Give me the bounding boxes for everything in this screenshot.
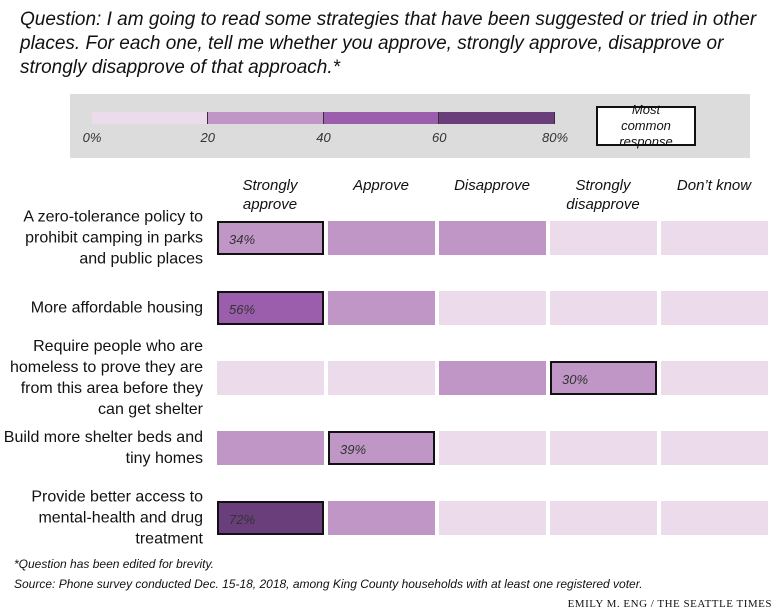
legend-swatch — [207, 112, 324, 124]
legend-tick-label: 60 — [432, 130, 447, 145]
row-label: Provide better access to mental-health a… — [31, 488, 203, 548]
heat-cell: 30% — [550, 361, 657, 395]
cell-label: 56% — [229, 302, 256, 317]
legend-tick-label: 40 — [316, 130, 331, 145]
heat-cell — [550, 431, 657, 465]
heat-cell — [661, 431, 768, 465]
chart-title: Question: I am going to read some strate… — [20, 9, 757, 78]
legend-highlight: Most common response — [596, 102, 696, 149]
heat-cell — [550, 221, 657, 255]
heat-cell — [217, 361, 324, 395]
column-header: Strongly approve — [242, 177, 298, 213]
heat-cell: 34% — [217, 221, 324, 255]
legend-swatch — [439, 112, 555, 124]
heat-cell — [661, 291, 768, 325]
heat-cell: 56% — [217, 291, 324, 325]
cell-label: 30% — [562, 372, 589, 387]
heat-cell — [661, 501, 768, 535]
cell-label: 34% — [229, 232, 256, 247]
row-label: A zero-tolerance policy to prohibit camp… — [23, 208, 203, 268]
heat-cell: 39% — [328, 431, 435, 465]
heat-cell — [439, 501, 546, 535]
footnote: *Question has been edited for brevity. — [14, 557, 214, 571]
column-header: Approve — [353, 177, 409, 194]
heat-cell — [550, 501, 657, 535]
heat-cell — [439, 361, 546, 395]
heat-cell — [328, 501, 435, 535]
legend-highlight-label: Most common response — [619, 102, 673, 149]
cell-label: 72% — [229, 512, 256, 527]
legend-swatch — [92, 112, 208, 124]
column-header: Strongly disapprove — [566, 177, 640, 213]
legend-tick-label: 20 — [200, 130, 215, 145]
row-label: More affordable housing — [30, 299, 203, 317]
heat-cell — [439, 431, 546, 465]
row-label: Build more shelter beds and tiny homes — [3, 429, 203, 467]
row-label: Require people who are homeless to prove… — [10, 338, 203, 418]
heat-cell — [439, 291, 546, 325]
credit: EMILY M. ENG / THE SEATTLE TIMES — [567, 598, 772, 610]
heat-cell — [550, 291, 657, 325]
heat-cell — [328, 291, 435, 325]
heat-cell — [661, 221, 768, 255]
heat-cell — [217, 431, 324, 465]
column-header: Disapprove — [454, 177, 530, 194]
source: Source: Phone survey conducted Dec. 15-1… — [14, 577, 643, 591]
cell-label: 39% — [340, 442, 367, 457]
column-header: Don’t know — [676, 177, 752, 194]
legend-swatch — [323, 112, 440, 124]
heat-cell — [661, 361, 768, 395]
legend-tick-label: 80% — [541, 130, 569, 145]
heat-cell — [328, 361, 435, 395]
heat-cell — [328, 221, 435, 255]
heat-cell — [439, 221, 546, 255]
legend-tick-label: 0% — [82, 130, 102, 145]
heat-cell: 72% — [217, 501, 324, 535]
